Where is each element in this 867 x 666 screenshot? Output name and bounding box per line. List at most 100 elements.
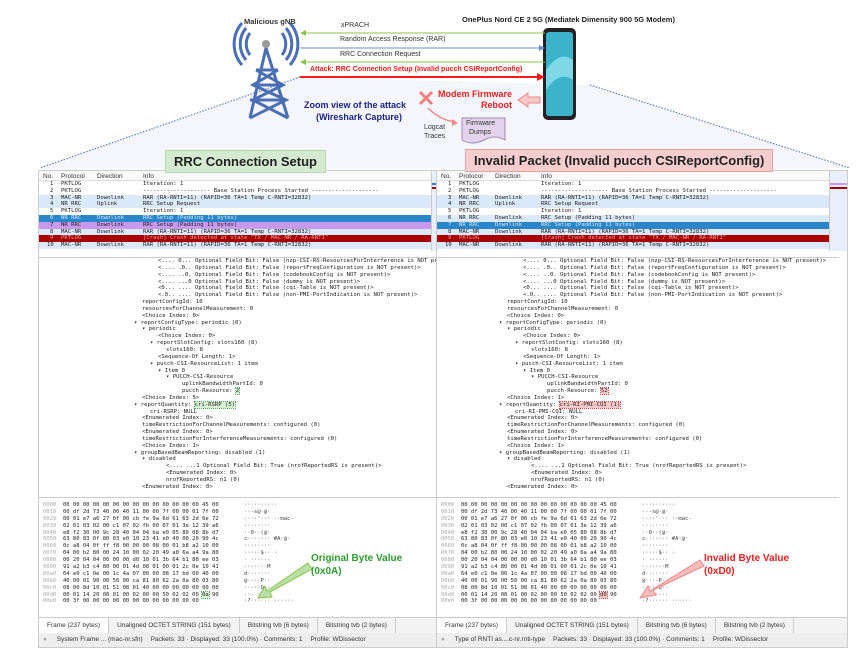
column-header[interactable]: Protocol bbox=[61, 173, 85, 180]
tree-line[interactable]: <.... ...1 Optional Field Bit: True (nro… bbox=[437, 463, 839, 470]
tree-line[interactable]: <.... .0.. Optional Field Bit: False (re… bbox=[39, 265, 441, 272]
packet-row[interactable]: 2 PKTLOG -------------------- Base Station… bbox=[437, 187, 829, 195]
column-header[interactable]: Direction bbox=[495, 173, 521, 180]
hex-row[interactable]: 0000 00 00 00 00 00 00 00 00 00 00 00 00 … bbox=[39, 502, 441, 509]
packet-row[interactable]: 3 MAC-NR Downlink RAR (RA-RNTI=11) (RAPID=3… bbox=[437, 194, 829, 202]
status-profile[interactable]: Profile: WDissector bbox=[310, 636, 366, 643]
hex-row[interactable]: 00d0 00 01 14 20 08 01 00 02 00 00 50 02 … bbox=[437, 590, 839, 599]
hex-row[interactable]: 00b0 40 00 01 90 00 50 00 ca 81 80 62 2a … bbox=[39, 578, 441, 585]
hex-row[interactable]: 0040 e8 f2 30 00 9c 28 40 04 04 ba e0 05 … bbox=[39, 530, 441, 537]
expand-arrow-icon[interactable]: ▾ bbox=[150, 340, 157, 347]
tree-line[interactable]: <Enumerated Index: 0> bbox=[437, 470, 839, 477]
tree-line[interactable]: cri-RSRP: NULL bbox=[39, 409, 441, 416]
tree-line[interactable]: <.... ...0 Optional Field Bit: False (du… bbox=[437, 279, 839, 286]
byte-tab[interactable]: Unaligned OCTET STRING (151 bytes) bbox=[507, 618, 638, 633]
tree-line[interactable]: <Enumerated Index: 0> bbox=[437, 415, 839, 422]
hex-row[interactable]: 0050 63 80 83 0f 80 03 e0 10 23 41 e0 40 … bbox=[437, 536, 839, 543]
tree-line[interactable]: uplinkBandwidthPartId: 0 bbox=[437, 381, 839, 388]
tree-line[interactable]: timeRestrictionForChannelMeasurements: c… bbox=[437, 422, 839, 429]
tree-line[interactable]: <Choice Index: 1> bbox=[437, 443, 839, 450]
tree-line[interactable]: ▾ pucch-CSI-ResourceList: 1 item bbox=[39, 361, 441, 368]
expand-arrow-icon[interactable]: ▾ bbox=[142, 456, 149, 463]
tree-line[interactable]: <0... .... Optional Field Bit: False (cq… bbox=[39, 285, 441, 292]
tree-line[interactable]: ▾ reportQuantity: cri-RSRP (5) bbox=[39, 400, 441, 409]
tree-line[interactable]: ▾ groupBasedBeamReporting: disabled (1) bbox=[39, 450, 441, 457]
tree-line[interactable]: ▾ groupBasedBeamReporting: disabled (1) bbox=[437, 450, 839, 457]
packet-row[interactable]: 8 MAC-NR Downlink RAR (RA-RNTI=11) (RAPID=3… bbox=[39, 228, 431, 236]
expand-arrow-icon[interactable]: ▾ bbox=[515, 360, 522, 367]
column-header[interactable]: No. bbox=[43, 173, 54, 180]
column-header[interactable]: Info bbox=[143, 173, 154, 180]
hex-row[interactable]: 0020 00 01 e7 a6 27 0f 00 cb fe 9a 6d 61 … bbox=[39, 516, 441, 523]
hex-row[interactable]: 0060 0c a8 04 0f ff f8 00 00 00 08 00 01 … bbox=[437, 543, 839, 550]
highlighted-byte[interactable]: 0a bbox=[201, 590, 210, 599]
byte-tab[interactable]: Unaligned OCTET STRING (151 bytes) bbox=[109, 618, 240, 633]
tree-line[interactable]: <.0.. .... Optional Field Bit: False (no… bbox=[437, 292, 839, 299]
packet-row[interactable]: 10 MAC-NR Downlink RAR (RA-RNTI=11) (RAPID=… bbox=[437, 242, 829, 249]
expand-arrow-icon[interactable]: ▾ bbox=[158, 367, 165, 374]
tree-line[interactable]: ▾ periodic bbox=[39, 326, 441, 333]
byte-tab[interactable]: Bitstring tvb (2 bytes) bbox=[716, 618, 794, 633]
expand-arrow-icon[interactable]: ▾ bbox=[507, 326, 514, 333]
tree-line[interactable]: <Sequence-Of Length: 1> bbox=[437, 354, 839, 361]
tree-line[interactable]: nrofReportedRS: n1 (0) bbox=[39, 477, 441, 484]
tree-line[interactable]: <Choice Index: 0> bbox=[39, 313, 441, 320]
tree-line[interactable]: <Choice Index: 1> bbox=[437, 395, 839, 402]
tree-line[interactable]: resourcesForChannelMeasurement: 0 bbox=[437, 306, 839, 313]
tree-line[interactable]: ▾ reportConfigType: periodic (0) bbox=[437, 320, 839, 327]
expand-arrow-icon[interactable]: ▾ bbox=[515, 340, 522, 347]
packet-row[interactable]: 10 MAC-NR Downlink RAR (RA-RNTI=11) (RAPID=… bbox=[39, 242, 431, 249]
tree-line[interactable]: ▾ reportQuantity: cri-RI-PMI-CQI (1) bbox=[437, 400, 839, 409]
column-header[interactable]: Direction bbox=[97, 173, 123, 180]
tree-line[interactable]: <.... 0... Optional Field Bit: False (nz… bbox=[437, 258, 839, 265]
column-header[interactable]: No. bbox=[441, 173, 452, 180]
tree-line[interactable]: <.... 0... Optional Field Bit: False (nz… bbox=[39, 258, 441, 265]
tree-line[interactable]: ▾ disabled bbox=[39, 456, 441, 463]
packet-row[interactable]: 9 PKTLOG [Crash] Crash detected at state "… bbox=[39, 235, 431, 243]
expand-arrow-icon[interactable]: ▾ bbox=[499, 401, 506, 408]
tree-line[interactable]: <Choice Index: 5> bbox=[39, 395, 441, 402]
column-header[interactable]: Protocol bbox=[459, 173, 483, 180]
packet-row[interactable]: 5 PKTLOG Iteration: 1 bbox=[39, 208, 431, 215]
packet-minimap-scrollbar[interactable] bbox=[829, 171, 847, 251]
tree-line[interactable]: <Choice Index: 1> bbox=[39, 443, 441, 450]
tree-line[interactable]: uplinkBandwidthPartId: 0 bbox=[39, 381, 441, 388]
hex-row[interactable]: 00b0 40 00 01 90 00 50 00 ca 81 80 62 2a … bbox=[437, 578, 839, 585]
tree-line[interactable]: <.... ...0 Optional Field Bit: False (du… bbox=[39, 279, 441, 286]
tree-line[interactable]: ▾ periodic bbox=[437, 326, 839, 333]
hex-row[interactable]: 00e0 00 3f 00 00 00 00 00 00 00 00 00 00 … bbox=[39, 598, 441, 605]
packet-row[interactable]: 9 PKTLOG [Crash] Crash detected at state "… bbox=[437, 235, 829, 243]
column-header[interactable]: Info bbox=[541, 173, 552, 180]
expand-arrow-icon[interactable]: ▾ bbox=[134, 401, 141, 408]
tree-line[interactable]: timeRestrictionForInterferenceMeasuremen… bbox=[437, 436, 839, 443]
tree-line[interactable]: <Choice Index: 0> bbox=[437, 313, 839, 320]
byte-tab[interactable]: Bitstring tvb (6 bytes) bbox=[638, 618, 716, 633]
hex-row[interactable]: 0070 04 00 b2 80 00 24 10 00 02 20 49 a0 … bbox=[39, 550, 441, 557]
packet-row[interactable]: 7 NR RRC Downlink RRC Setup (Padding 11 byt… bbox=[39, 221, 431, 229]
hex-row[interactable]: 0000 00 00 00 00 00 00 00 00 00 00 00 00 … bbox=[437, 502, 839, 509]
hex-row[interactable]: 0010 00 df 2d 73 40 00 40 11 00 00 7f 00 … bbox=[39, 509, 441, 516]
tree-line[interactable]: <Enumerated Index: 0> bbox=[39, 415, 441, 422]
hex-row[interactable]: 0040 e8 f2 30 00 9c 28 40 04 04 ba e0 05 … bbox=[437, 530, 839, 537]
tree-line[interactable]: <Choice Index: 0> bbox=[39, 333, 441, 340]
tree-line[interactable]: nrofReportedRS: n1 (0) bbox=[437, 477, 839, 484]
byte-tab[interactable]: Bitstring tvb (6 bytes) bbox=[240, 618, 318, 633]
packet-row[interactable]: 5 PKTLOG Iteration: 1 bbox=[437, 208, 829, 215]
hex-row[interactable]: 0070 04 00 b2 80 00 24 10 00 02 20 49 a0 … bbox=[437, 550, 839, 557]
expand-arrow-icon[interactable]: ▾ bbox=[142, 326, 149, 333]
expand-arrow-icon[interactable]: ▾ bbox=[134, 449, 141, 456]
packet-row[interactable]: 4 NR RRC Uplink RRC Setup Request bbox=[39, 201, 431, 209]
tree-line[interactable]: <.... .0.. Optional Field Bit: False (re… bbox=[437, 265, 839, 272]
expand-arrow-icon[interactable]: ▾ bbox=[531, 374, 538, 381]
packet-row[interactable]: 1 PKTLOG Iteration: 1 bbox=[39, 181, 431, 188]
packet-row[interactable]: 4 NR RRC Uplink RRC Setup Request bbox=[437, 201, 829, 209]
status-profile[interactable]: Profile: WDissector bbox=[712, 636, 769, 643]
expand-arrow-icon[interactable]: ▾ bbox=[523, 367, 530, 374]
packet-row[interactable]: 8 MAC-NR Downlink RAR (RA-RNTI=11) (RAPID=3… bbox=[437, 228, 829, 236]
expand-arrow-icon[interactable]: ▾ bbox=[134, 319, 141, 326]
tree-line[interactable]: ▾ disabled bbox=[437, 456, 839, 463]
tree-line[interactable]: ▾ Item 0 bbox=[437, 368, 839, 375]
tree-line[interactable]: slots160: 8 bbox=[39, 347, 441, 354]
tree-line[interactable]: cri-RI-PMI-CQI: NULL bbox=[437, 409, 839, 416]
tree-line[interactable]: resourcesForChannelMeasurement: 0 bbox=[39, 306, 441, 313]
